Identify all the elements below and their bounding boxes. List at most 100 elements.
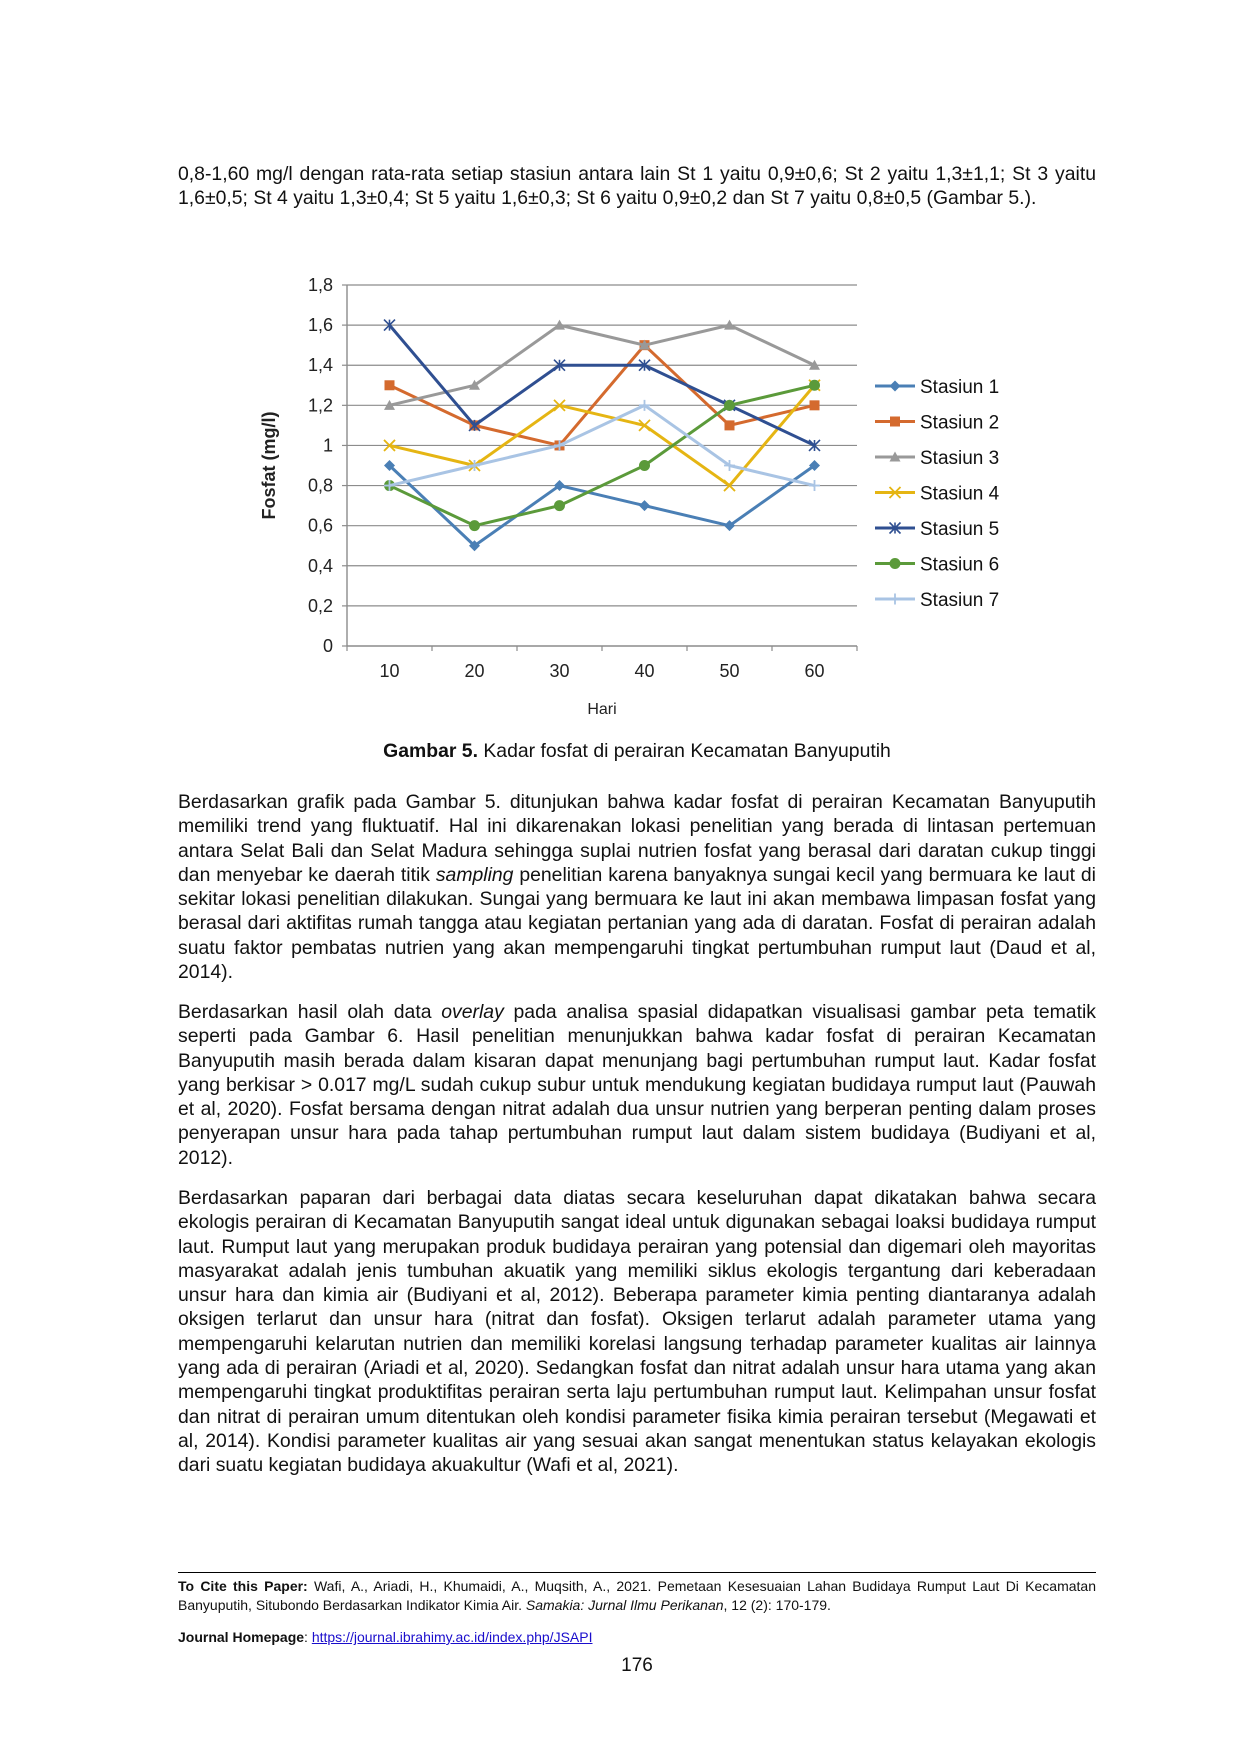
homepage-label: Journal Homepage (178, 1629, 305, 1645)
y-tick-label: 1,8 (308, 275, 333, 295)
paragraph-2: Berdasarkan hasil olah data overlay pada… (178, 1000, 1096, 1170)
citation-journal: Samakia: Jurnal Ilmu Perikanan (525, 1597, 724, 1613)
legend-stasiun-3-marker (889, 451, 901, 462)
legend-stasiun-3: Stasiun 3 (875, 448, 999, 469)
y-tick-label: 0,6 (308, 516, 333, 536)
series-stasiun-2-point (724, 420, 735, 431)
series-stasiun-6-point (639, 460, 650, 471)
series-stasiun-2-line (388, 343, 815, 447)
series-stasiun-5-point (638, 359, 651, 372)
legend-stasiun-1: Stasiun 1 (875, 377, 999, 398)
y-tick-label: 1 (323, 435, 333, 455)
series-stasiun-4-point (553, 399, 566, 412)
y-tick-label: 0 (323, 636, 333, 656)
series-stasiun-3-point (469, 379, 480, 390)
series-stasiun-6-point (554, 500, 565, 512)
series-stasiun-4-point (383, 439, 396, 452)
x-tick-label: 20 (464, 661, 484, 681)
series-stasiun-6-point (469, 520, 480, 532)
series-stasiun-2-point (384, 380, 395, 391)
journal-homepage: Journal Homepage: https://journal.ibrahi… (178, 1628, 1096, 1647)
y-tick-label: 1,2 (308, 395, 333, 415)
series-stasiun-7-point (809, 480, 820, 492)
legend-stasiun-1-marker (889, 380, 901, 392)
legend-stasiun-4: Stasiun 4 (875, 484, 1000, 505)
series-stasiun-5-point (808, 439, 821, 452)
x-axis-title: Hari (587, 701, 616, 718)
y-tick-label: 0,4 (308, 556, 333, 576)
paragraph-2-text-b: pada analisa spasial didapatkan visualis… (178, 1001, 1096, 1169)
series-stasiun-3-point (384, 399, 395, 410)
legend-stasiun-1-label: Stasiun 1 (920, 377, 999, 398)
series-stasiun-3-point (809, 359, 820, 370)
paragraph-1: Berdasarkan grafik pada Gambar 5. ditunj… (178, 790, 1096, 984)
legend-stasiun-4-label: Stasiun 4 (920, 484, 1000, 505)
y-axis-title: Fosfat (mg/l) (259, 412, 279, 520)
series-stasiun-5-point (383, 319, 396, 332)
paragraph-1-italic: sampling (435, 863, 514, 886)
series-stasiun-1-line (388, 464, 816, 548)
legend-stasiun-2-marker (890, 416, 900, 427)
x-tick-label: 50 (719, 661, 739, 681)
series-stasiun-7-point (724, 460, 735, 471)
x-tick-label: 40 (634, 661, 654, 681)
y-tick-label: 1,6 (308, 315, 333, 335)
x-tick-label: 60 (804, 661, 824, 681)
series-stasiun-4-point (723, 479, 736, 492)
series-stasiun-1-point (809, 460, 820, 471)
caption-label: Gambar 5. (383, 740, 478, 762)
series-stasiun-7-point (554, 439, 565, 451)
caption-text: Kadar fosfat di perairan Kecamatan Banyu… (477, 740, 891, 762)
legend-stasiun-4-marker (888, 486, 902, 499)
series-stasiun-3-line (389, 323, 816, 407)
series-stasiun-5-point (553, 359, 566, 372)
series-stasiun-6-line (388, 383, 815, 528)
series-stasiun-5-point (468, 419, 481, 432)
legend-stasiun-6-label: Stasiun 6 (920, 555, 999, 576)
y-tick-label: 0,2 (308, 596, 333, 616)
legend-stasiun-6: Stasiun 6 (875, 555, 999, 576)
series-stasiun-6-point (809, 379, 820, 391)
series-stasiun-3-point (639, 339, 650, 350)
page-number: 176 (621, 1655, 653, 1676)
series-stasiun-3-point (554, 319, 565, 330)
series-stasiun-1-point (724, 520, 735, 532)
legend-stasiun-2-label: Stasiun 2 (920, 413, 999, 434)
paragraph-2-text-a: Berdasarkan hasil olah data (178, 1001, 442, 1023)
y-tick-label: 1,4 (308, 355, 333, 375)
legend-stasiun-5-marker (888, 521, 902, 535)
paragraph-3: Berdasarkan paparan dari berbagai data d… (178, 1187, 1096, 1477)
citation-note: To Cite this Paper: Wafi, A., Ariadi, H.… (178, 1577, 1096, 1615)
legend-stasiun-6-marker (889, 558, 901, 569)
series-stasiun-6-point (724, 399, 735, 411)
series-stasiun-1-point (554, 480, 565, 492)
series-stasiun-1-point (384, 460, 395, 471)
phosphate-line-chart: 0 0,2 0,4 0,6 0,8 1 1,2 1,4 1,6 1,8 10 20 30 40 50 60 Ha… (259, 275, 1000, 718)
homepage-link[interactable]: https://journal.ibrahimy.ac.id/index.php… (311, 1629, 593, 1645)
series-stasiun-7-line (389, 403, 815, 488)
homepage-separator: : (304, 1629, 312, 1645)
legend-stasiun-7-marker (889, 593, 901, 605)
legend-stasiun-3-label: Stasiun 3 (920, 448, 999, 469)
figure-caption: Gambar 5. Kadar fosfat di perairan Kecam… (178, 740, 1096, 763)
citation-text: Wafi, A., Ariadi, H., Khumaidi, A., Muqs… (178, 1578, 1096, 1613)
series-stasiun-5 (383, 319, 821, 452)
legend-stasiun-5: Stasiun 5 (875, 519, 999, 540)
series-stasiun-4-point (638, 419, 651, 432)
y-tick-label: 0,8 (308, 476, 333, 496)
series-stasiun-5-line (388, 324, 816, 447)
intro-paragraph: 0,8-1,60 mg/l dengan rata-rata setiap st… (178, 163, 1096, 210)
series-stasiun-2-point (809, 400, 820, 411)
x-tick-label: 10 (379, 661, 399, 681)
legend-stasiun-2: Stasiun 2 (875, 413, 999, 434)
series-stasiun-7 (384, 399, 820, 492)
legend-stasiun-7-label: Stasiun 7 (920, 590, 999, 611)
legend-stasiun-7: Stasiun 7 (875, 590, 999, 611)
citation-label: To Cite this Paper: (178, 1578, 308, 1594)
series-stasiun-6 (384, 379, 820, 532)
series-stasiun-3 (384, 319, 820, 410)
paragraph-2-italic: overlay (441, 1001, 504, 1023)
series-stasiun-1-point (469, 540, 480, 552)
x-tick-label: 30 (549, 661, 569, 681)
series-stasiun-1-point (639, 500, 650, 512)
